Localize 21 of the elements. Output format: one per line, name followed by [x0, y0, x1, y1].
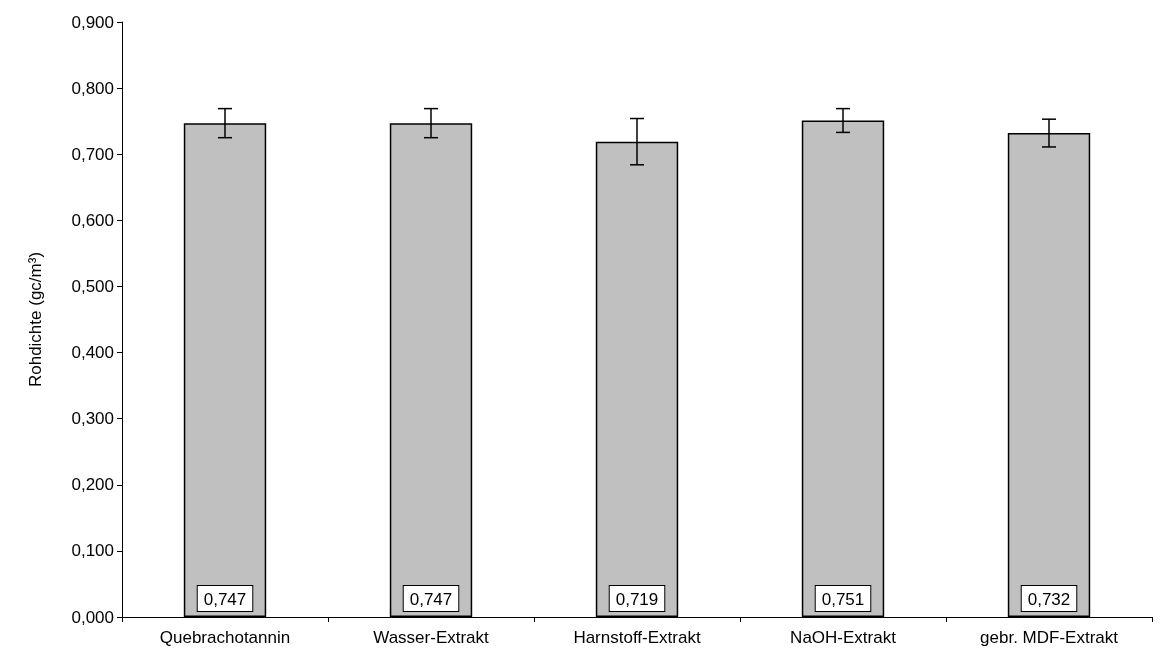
y-tick-label: 0,900	[71, 12, 114, 32]
x-tick-label: Wasser-Extrakt	[373, 628, 490, 647]
data-label: 0,732	[1027, 590, 1071, 609]
x-tick-label: NaOH-Extrakt	[790, 628, 897, 647]
y-tick-label: 0,100	[71, 541, 114, 561]
y-tick-label: 0,800	[71, 78, 114, 98]
y-axis-title: Rohdichte (gc/m³)	[26, 251, 45, 388]
y-tick-label: 0,000	[71, 607, 114, 627]
y-tick-label: 0,500	[71, 276, 114, 296]
y-tick-label: 0,700	[71, 144, 114, 164]
x-tick-label: Quebrachotannin	[159, 628, 291, 647]
x-tick-label: gebr. MDF-Extrakt	[980, 628, 1119, 647]
x-tick-label: Harnstoff-Extrakt	[573, 628, 701, 647]
y-tick-label: 0,200	[71, 475, 114, 495]
data-label: 0,719	[615, 590, 659, 609]
y-tick-label: 0,600	[71, 210, 114, 230]
data-label: 0,747	[203, 590, 247, 609]
data-label: 0,751	[821, 590, 865, 609]
y-tick-label: 0,400	[71, 343, 114, 363]
data-label: 0,747	[409, 590, 453, 609]
y-tick-label: 0,300	[71, 409, 114, 429]
